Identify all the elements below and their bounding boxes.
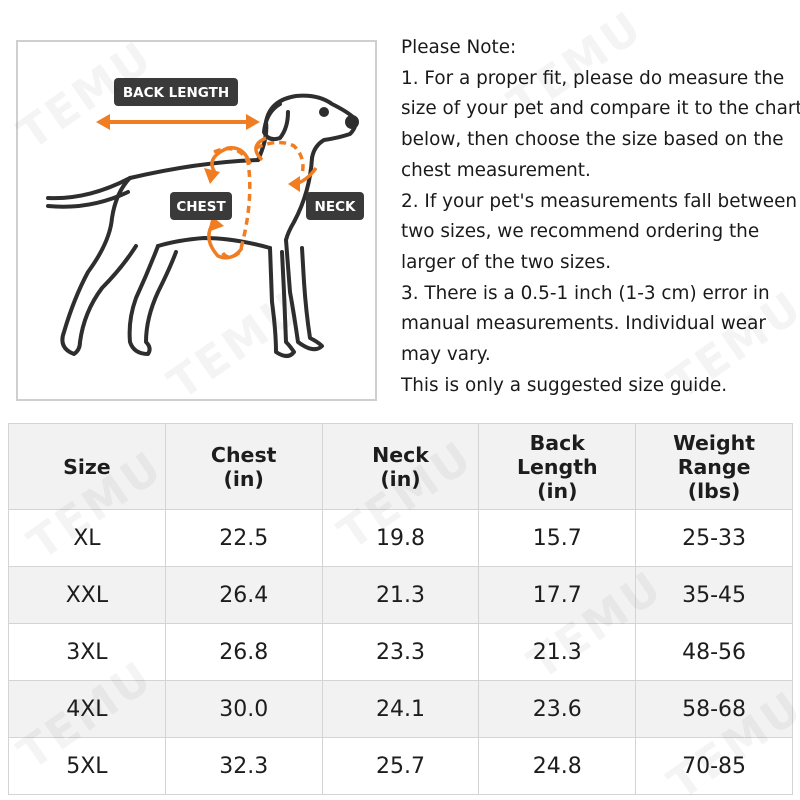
cell-weight-range: 25-33 (635, 509, 793, 567)
table-row: XL 22.5 19.8 15.7 25-33 (8, 509, 793, 567)
cell-size: 3XL (8, 623, 166, 681)
header-text: Length (516, 454, 598, 479)
notes-line: may vary. (401, 344, 491, 366)
header-weight-range: Weight Range (lbs) (635, 423, 793, 510)
back-length-arrow (96, 114, 260, 130)
table-row: 4XL 30.0 24.1 23.6 58-68 (8, 680, 793, 738)
header-text: Chest (210, 442, 277, 467)
cell-size: XL (8, 509, 166, 567)
dog-outline (46, 93, 359, 358)
header-text: Back (529, 430, 585, 455)
notes-line: Please Note: (401, 37, 517, 58)
cell-neck: 19.8 (321, 509, 480, 567)
neck-label: NECK (315, 199, 356, 215)
cell-back-length: 23.6 (478, 680, 637, 738)
header-chest: Chest (in) (164, 423, 323, 510)
header-unit: (in) (223, 466, 264, 491)
table-row: XXL 26.4 21.3 17.7 35-45 (8, 566, 793, 624)
size-chart-table: Size Chest (in) Neck (in) Back Length (i… (8, 423, 793, 795)
cell-size: 5XL (8, 737, 166, 795)
header-unit: (in) (380, 466, 421, 491)
back-length-tag: BACK LENGTH (114, 78, 238, 106)
cell-neck: 24.1 (321, 680, 480, 738)
cell-chest: 30.0 (164, 680, 323, 738)
table-header-row: Size Chest (in) Neck (in) Back Length (i… (8, 423, 793, 510)
chest-arrows (207, 146, 252, 260)
dog-illustration: BACK LENGTH CHEST NECK (46, 78, 364, 358)
neck-measure-loop (255, 140, 305, 175)
chest-label: CHEST (176, 199, 226, 215)
cell-back-length: 21.3 (478, 623, 637, 681)
cell-back-length: 24.8 (478, 737, 637, 795)
table-row: 5XL 32.3 25.7 24.8 70-85 (8, 737, 793, 795)
back-length-label: BACK LENGTH (123, 85, 229, 101)
cell-size: XXL (8, 566, 166, 624)
chest-tag: CHEST (170, 192, 232, 220)
cell-neck: 25.7 (321, 737, 480, 795)
header-text: Range (677, 454, 751, 479)
header-text: Neck (372, 442, 429, 467)
cell-neck: 23.3 (321, 623, 480, 681)
cell-neck: 21.3 (321, 566, 480, 624)
table-row: 3XL 26.8 23.3 21.3 48-56 (8, 623, 793, 681)
cell-back-length: 17.7 (478, 566, 637, 624)
notes-line: below, then choose the size based on the (401, 129, 784, 151)
notes-line: manual measurements. Individual wear (401, 313, 766, 335)
notes-line: 2. If your pet's measurements fall betwe… (401, 190, 798, 212)
header-text: Weight (673, 430, 756, 455)
header-neck: Neck (in) (321, 423, 480, 510)
cell-chest: 26.4 (164, 566, 323, 624)
notes-line: 1. For a proper fit, please do measure t… (401, 67, 785, 89)
header-size: Size (8, 423, 166, 510)
cell-chest: 32.3 (164, 737, 323, 795)
cell-weight-range: 48-56 (635, 623, 793, 681)
header-back-length: Back Length (in) (478, 423, 637, 510)
cell-weight-range: 35-45 (635, 566, 793, 624)
notes-line: chest measurement. (401, 159, 591, 181)
cell-back-length: 15.7 (478, 509, 637, 567)
cell-chest: 22.5 (164, 509, 323, 567)
cell-size: 4XL (8, 680, 166, 738)
notes-line: two sizes, we recommend ordering the (401, 221, 760, 243)
size-notes: Please Note: 1. For a proper fit, please… (401, 33, 800, 401)
header-text: Size (63, 454, 111, 479)
dog-measurement-diagram: BACK LENGTH CHEST NECK (16, 40, 377, 401)
notes-line: This is only a suggested size guide. (401, 374, 728, 396)
header-unit: (in) (537, 478, 578, 503)
cell-chest: 26.8 (164, 623, 323, 681)
cell-weight-range: 58-68 (635, 680, 793, 738)
header-unit: (lbs) (687, 478, 741, 503)
notes-line: larger of the two sizes. (401, 251, 612, 273)
neck-tag: NECK (306, 192, 364, 220)
notes-line: 3. There is a 0.5-1 inch (1-3 cm) error … (401, 282, 770, 304)
cell-weight-range: 70-85 (635, 737, 793, 795)
notes-line: size of your pet and compare it to the c… (401, 98, 800, 120)
